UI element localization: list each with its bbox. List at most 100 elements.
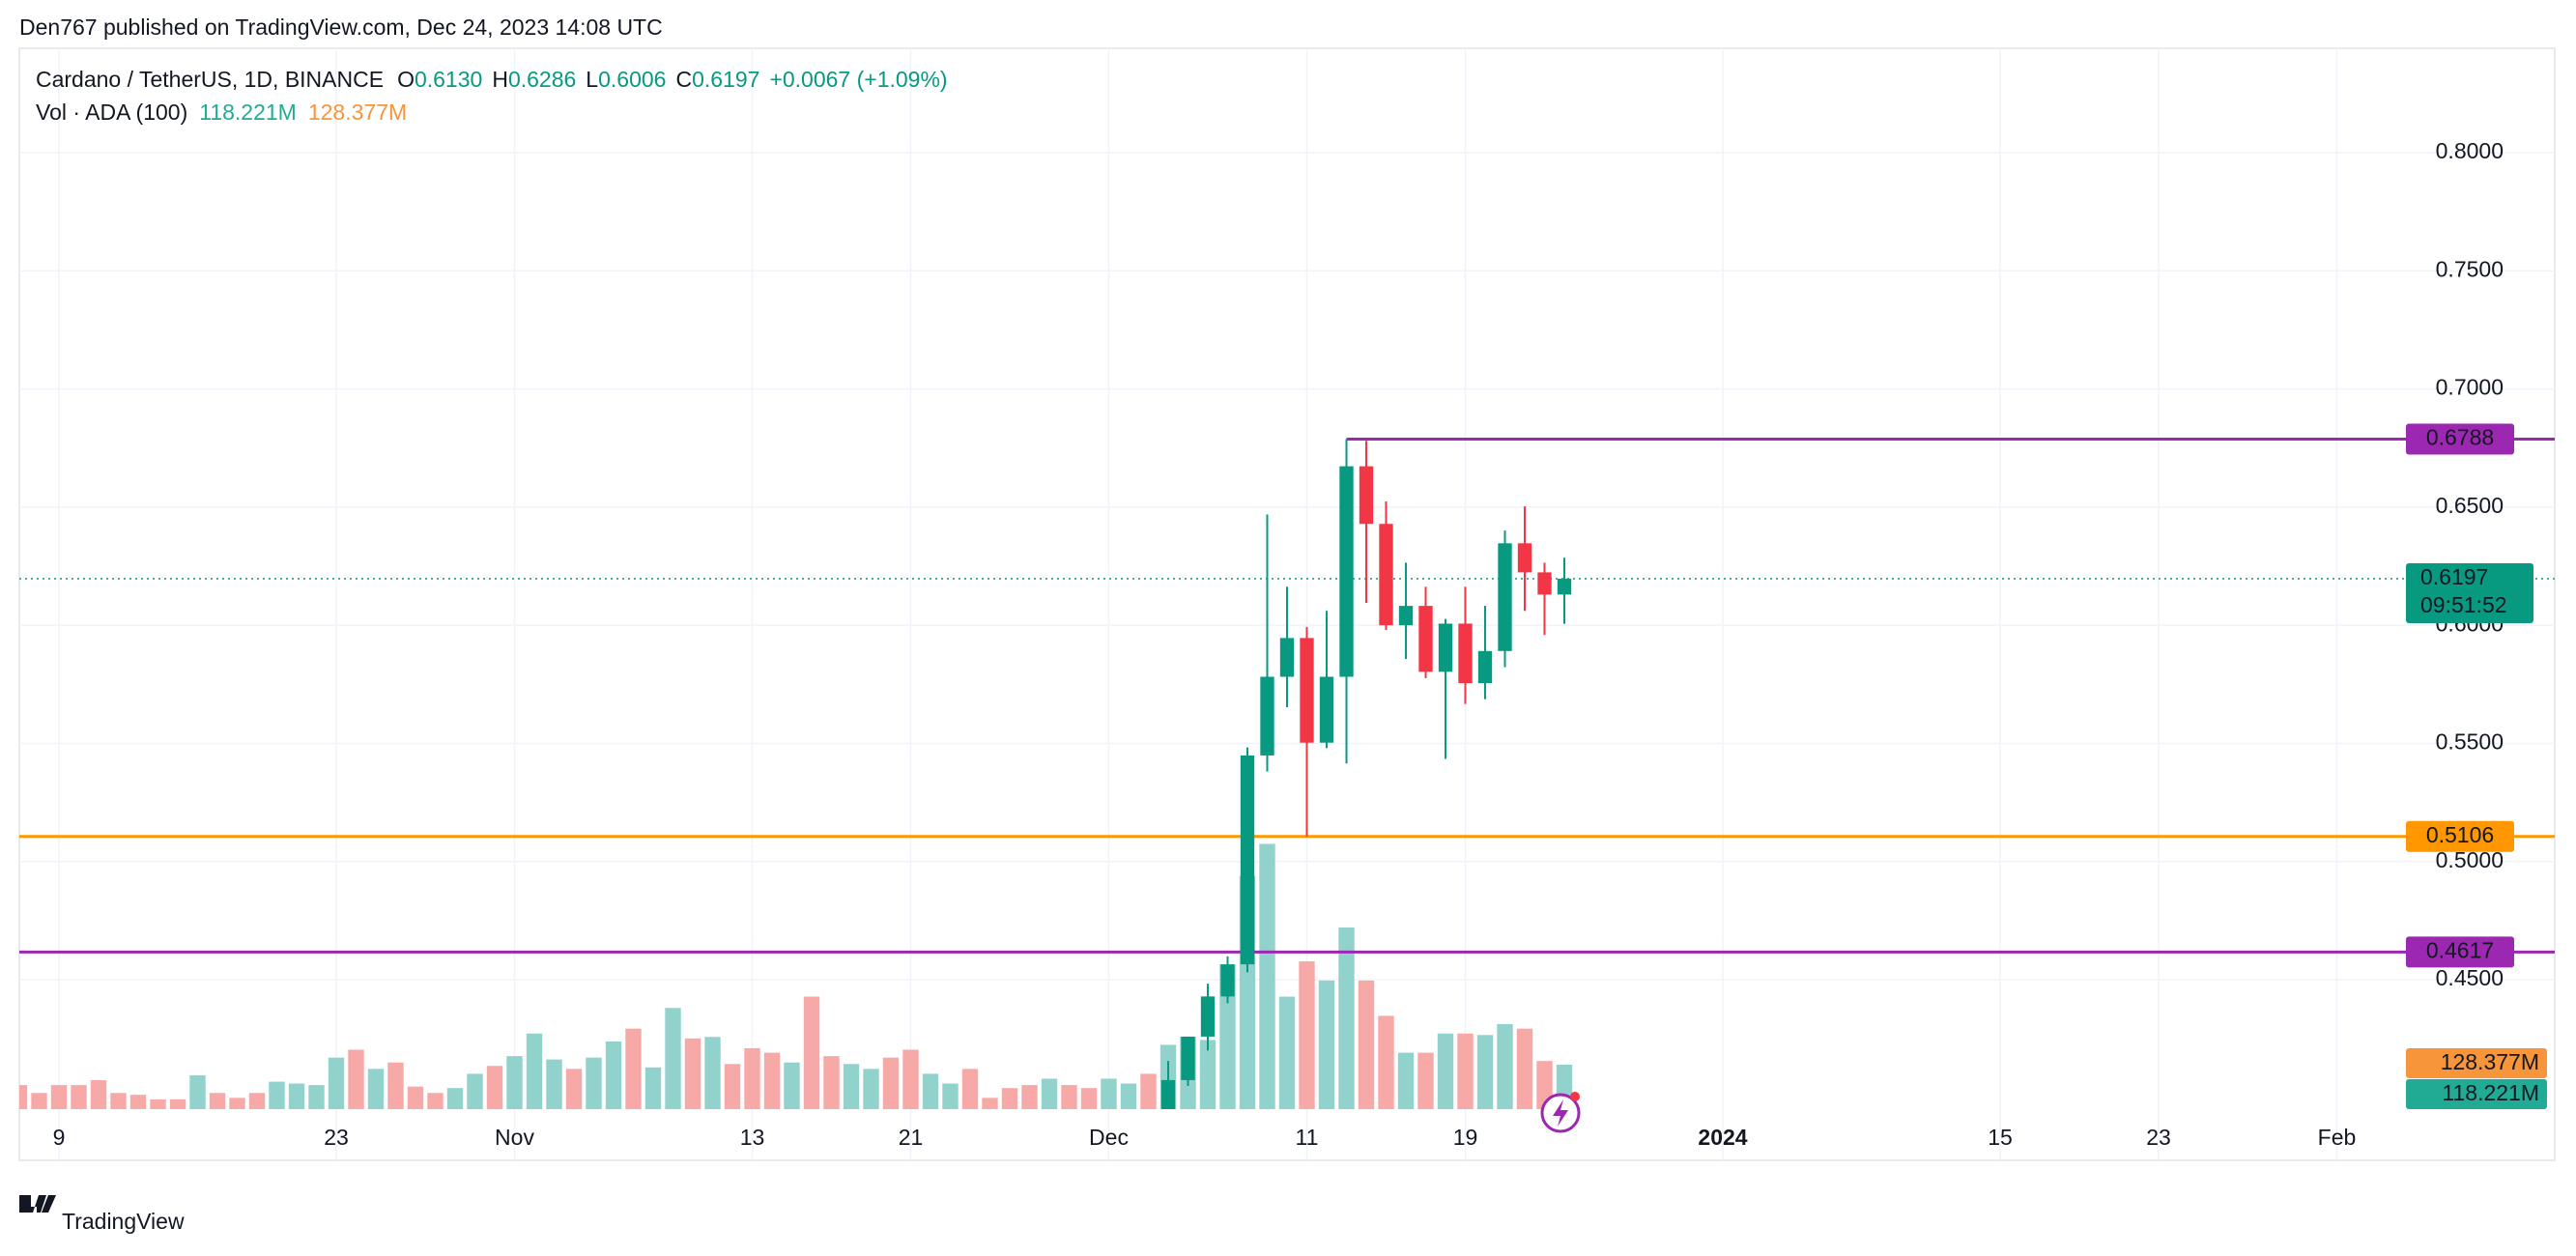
volume-bar (665, 1008, 681, 1109)
volume-legend: Vol · ADA (100) 118.221M 128.377M (36, 100, 407, 125)
volume-bar (328, 1057, 345, 1109)
level-label: 0.6788 (2426, 425, 2494, 450)
candle-body (1160, 1079, 1176, 1109)
candle-body (1339, 466, 1354, 677)
price-label-box (2406, 563, 2533, 623)
level-label-box (2406, 936, 2514, 968)
candle-body (1359, 466, 1374, 525)
x-tick-label: 21 (899, 1125, 924, 1150)
symbol: Cardano / TetherUS, 1D, BINANCE (36, 67, 384, 92)
volume-bar (784, 1062, 800, 1109)
y-tick-label: 0.7000 (2436, 375, 2504, 400)
chart-frame (18, 47, 2556, 1161)
brand-name: TradingView (62, 1209, 185, 1234)
price-label: 0.6197 (2420, 564, 2488, 589)
candle-body (1418, 606, 1433, 672)
volume-bar (31, 1093, 47, 1109)
level-label: 0.5106 (2426, 822, 2494, 847)
publisher: Den767 published on TradingView.com, Dec… (19, 14, 663, 40)
volume-bar (288, 1083, 305, 1109)
ohlc-key: O (397, 67, 415, 92)
y-tick-label: 0.8000 (2436, 138, 2504, 163)
volume-bar (1476, 1035, 1494, 1109)
volume-bar (1041, 1078, 1058, 1109)
candle-body (1220, 964, 1235, 997)
volume-label: 118.221M (2442, 1080, 2539, 1105)
volume-bar (1378, 1015, 1394, 1109)
volume-bar (110, 1093, 127, 1109)
volume-name: Vol · ADA (100) (36, 100, 187, 125)
volume-bar (1536, 1061, 1553, 1109)
x-tick-label: 23 (2146, 1125, 2171, 1150)
volume-bar (982, 1098, 998, 1109)
logo (19, 1195, 56, 1213)
volume-bar (150, 1099, 166, 1109)
alert-icon[interactable] (1540, 1092, 1581, 1133)
volume-bar (942, 1083, 959, 1109)
volume-bar (882, 1057, 900, 1109)
candle-body (1200, 996, 1216, 1037)
volume-bar (169, 1099, 186, 1109)
candle-body (1279, 638, 1295, 677)
volume-bar (1278, 996, 1296, 1109)
volume-bar (1299, 960, 1315, 1109)
candle-body (1240, 755, 1255, 965)
volume-bar (922, 1073, 939, 1109)
candle-body (1300, 638, 1314, 743)
volume-bar (744, 1047, 760, 1109)
x-tick-label: 23 (324, 1125, 349, 1150)
volume-bar (1516, 1028, 1533, 1109)
volume-bar (308, 1085, 325, 1109)
levels (19, 437, 2555, 954)
volume-bar (1318, 980, 1335, 1109)
volume-bar (565, 1069, 583, 1109)
volume-bar (506, 1056, 523, 1109)
level-label-box (2406, 820, 2514, 852)
volume-bar (526, 1033, 543, 1109)
volume-bar (1437, 1033, 1454, 1109)
volume-bar (90, 1080, 107, 1109)
volume-bar (961, 1069, 979, 1109)
volume-bar (823, 1056, 840, 1109)
volume-bar (1080, 1088, 1098, 1109)
volume-bar (209, 1093, 226, 1109)
x-tick-label: Feb (2318, 1125, 2357, 1150)
ohlc-key: H (492, 67, 508, 92)
volume-bar (248, 1093, 266, 1109)
volume-bar (684, 1038, 701, 1109)
volume-bar (1417, 1052, 1434, 1109)
volume-bar (1101, 1078, 1117, 1109)
volume-bar (1338, 927, 1355, 1109)
x-tick-label: 19 (1453, 1125, 1478, 1150)
candle-body (1398, 606, 1414, 626)
level-label: 0.4617 (2426, 937, 2494, 962)
candle-body (1477, 650, 1493, 684)
ohlc-value: 0.6197 (692, 67, 759, 92)
ohlc-key: L (586, 67, 598, 92)
legend: Cardano / TetherUS, 1D, BINANCE O0.6130 H0… (36, 67, 948, 92)
volume-bar (1259, 843, 1275, 1109)
volume-bar (129, 1095, 147, 1109)
volume-bar (1219, 964, 1236, 1109)
x-tick-label: 15 (1988, 1125, 2013, 1150)
volume-bar (724, 1064, 741, 1109)
candle-body (1438, 623, 1453, 672)
brand: TradingView (19, 1195, 185, 1234)
volume-bar (229, 1098, 245, 1109)
x-tick-label: Dec (1089, 1125, 1129, 1150)
volume-bar (843, 1064, 860, 1109)
volume-value: 118.221M (199, 100, 297, 125)
ohlc-value: 0.6006 (598, 67, 666, 92)
volume-bar (704, 1037, 721, 1109)
volume-bar (387, 1062, 404, 1109)
candle-body (1458, 623, 1473, 684)
volume-bar (546, 1059, 562, 1109)
icon-dot (1570, 1092, 1580, 1101)
x-tick-label: 9 (53, 1125, 66, 1150)
volume-bar (803, 996, 820, 1109)
volume-bar (586, 1057, 602, 1109)
y-tick-label: 0.5500 (2436, 729, 2504, 755)
volume-bar (902, 1049, 919, 1109)
volume-bar (71, 1085, 87, 1109)
